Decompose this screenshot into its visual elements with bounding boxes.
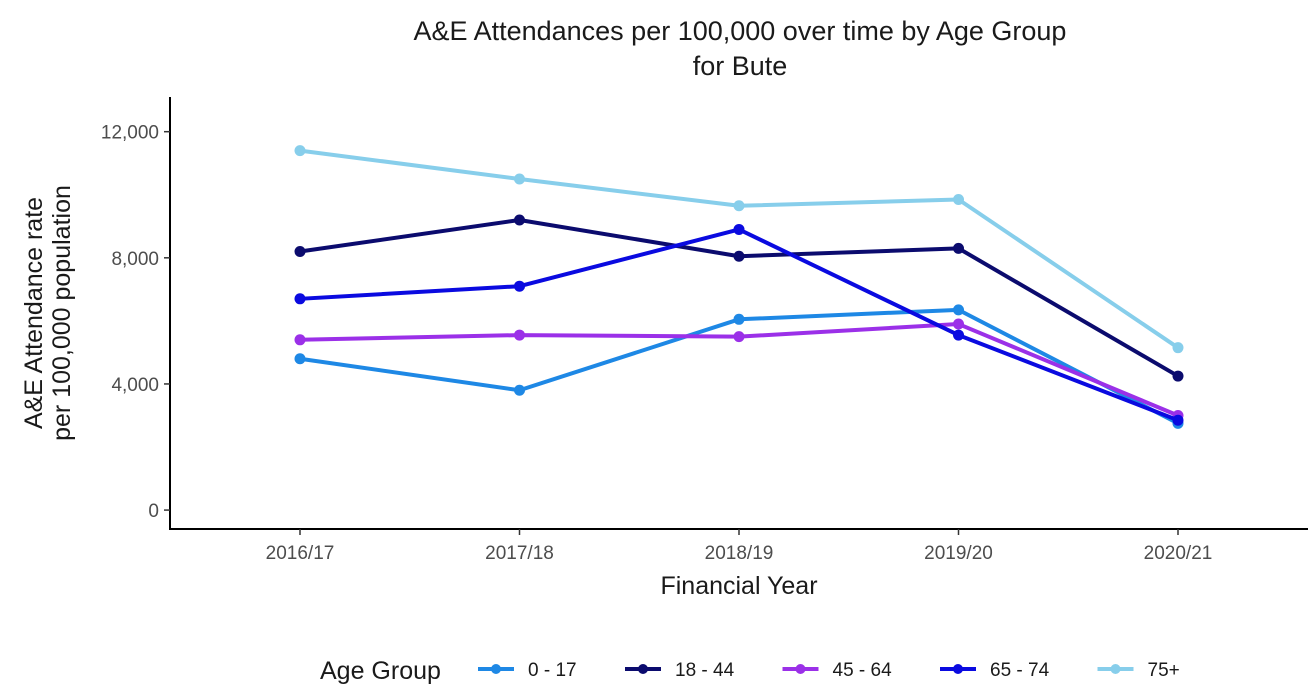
y-axis-ticks: 0 4,000 8,000 12,000 (101, 123, 170, 522)
y-tick-label: 8,000 (111, 249, 159, 270)
data-point (953, 242, 964, 254)
data-point (733, 200, 745, 212)
data-point (294, 145, 306, 157)
data-point (514, 329, 525, 341)
legend-key-point (491, 664, 501, 674)
series-group (294, 145, 1184, 354)
y-tick-label: 0 (148, 501, 159, 522)
series-line (298, 307, 1180, 426)
x-tick-label: 2019/20 (924, 543, 993, 564)
x-axis-ticks: 2016/17 2017/18 2018/19 2019/20 2020/21 (266, 529, 1213, 564)
data-point (514, 214, 525, 226)
legend-key-point (1110, 664, 1121, 674)
chart-subtitle: for Bute (693, 51, 788, 81)
data-point (294, 246, 306, 258)
plot-area (294, 145, 1184, 429)
x-tick-label: 2020/21 (1144, 543, 1213, 564)
chart-title: A&E Attendances per 100,000 over time by… (414, 16, 1067, 46)
legend-title: Age Group (320, 657, 441, 684)
data-point (733, 250, 745, 262)
data-point (953, 193, 964, 205)
data-point (514, 384, 525, 396)
data-point (294, 334, 306, 346)
data-point (1172, 342, 1184, 354)
data-point (953, 329, 964, 341)
legend-label: 65 - 74 (990, 660, 1050, 681)
series-group (294, 223, 1184, 426)
y-axis-title-line1: A&E Attendance rate (20, 197, 48, 429)
y-tick-label: 4,000 (111, 375, 159, 396)
x-tick-label: 2018/19 (705, 543, 774, 564)
legend-key-point (795, 664, 806, 674)
data-point (294, 293, 306, 305)
data-point (1172, 370, 1184, 382)
data-point (733, 223, 745, 235)
data-point (514, 173, 525, 185)
data-point (733, 313, 745, 325)
legend-label: 75+ (1148, 660, 1180, 681)
data-point (953, 318, 964, 330)
legend-key-point (638, 664, 648, 674)
x-tick-label: 2017/18 (485, 543, 554, 564)
series-group (294, 304, 1184, 429)
legend: Age Group 0 - 17 18 - 44 45 - 64 65 - 74 75+ (320, 657, 1180, 685)
y-axis-title-line2: per 100,000 population (48, 185, 76, 441)
legend-label: 45 - 64 (833, 660, 893, 681)
legend-key-point (953, 664, 963, 674)
x-tick-label: 2016/17 (266, 543, 335, 564)
data-point (294, 353, 306, 365)
data-point (733, 331, 745, 343)
data-point (514, 280, 525, 292)
legend-label: 0 - 17 (528, 660, 577, 681)
legend-label: 18 - 44 (675, 660, 735, 681)
series-group (294, 214, 1184, 382)
series-group (294, 318, 1184, 421)
data-point (1172, 414, 1184, 426)
x-axis-title: Financial Year (660, 572, 817, 600)
data-point (953, 304, 964, 316)
series-line (298, 217, 1180, 379)
y-tick-label: 12,000 (101, 123, 159, 144)
